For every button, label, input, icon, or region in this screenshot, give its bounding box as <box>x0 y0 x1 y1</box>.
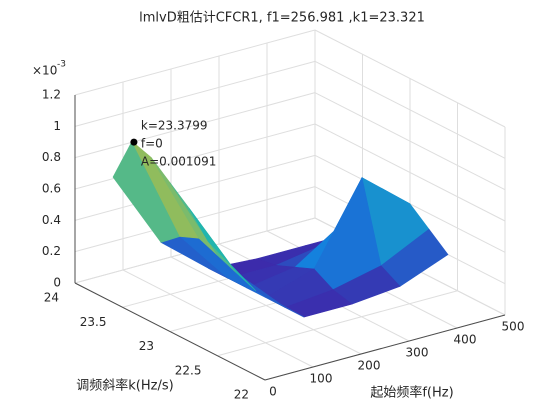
grid-line <box>314 123 506 222</box>
z-tick-label: 0.4 <box>42 213 61 227</box>
x-tick-label: 200 <box>358 359 381 373</box>
y-tick-label: 23.5 <box>80 315 107 329</box>
z-tick-label: 0.6 <box>42 182 61 196</box>
y-axis-label: 调频斜率k(Hz/s) <box>76 378 173 394</box>
grid-line <box>74 60 316 127</box>
grid-line <box>74 154 316 221</box>
y-tick-label: 22.5 <box>175 363 202 377</box>
datatip-label: k=23.3799 <box>141 119 208 133</box>
z-exponent: -3 <box>57 60 66 70</box>
z-tick-label: 1.2 <box>42 88 61 102</box>
z-tick-label: 0.2 <box>42 244 61 258</box>
axis-line <box>74 282 266 381</box>
grid-line <box>74 29 316 96</box>
axis-line <box>264 314 506 381</box>
x-axis-label: 起始频率f(Hz) <box>370 385 453 401</box>
z-tick-label: 0.8 <box>42 150 61 164</box>
grid-line <box>217 290 458 357</box>
datatip-label: f=0 <box>141 137 163 151</box>
z-tick-label: 0 <box>53 276 61 290</box>
datatip-label: A=0.001091 <box>141 155 217 169</box>
grid-line <box>314 60 506 159</box>
x-tick-label: 0 <box>269 385 277 399</box>
y-tick-label: 22 <box>234 388 249 402</box>
grid-line <box>314 92 506 191</box>
z-tick-label: 1 <box>53 119 61 133</box>
z-exponent-base: ×10 <box>32 64 57 78</box>
y-tick-label: 23 <box>139 339 154 353</box>
x-tick-label: 500 <box>502 320 525 334</box>
datatip-marker <box>130 138 138 146</box>
grid-line <box>314 29 506 128</box>
grid-line <box>74 92 316 159</box>
surface-patch <box>188 207 257 292</box>
y-tick-label: 24 <box>44 291 59 305</box>
chart-title: lmlvD粗估计CFCR1, f1=256.981 ,k1=23.321 <box>139 11 425 26</box>
x-tick-label: 300 <box>406 346 429 360</box>
x-tick-label: 400 <box>454 333 477 347</box>
x-tick-label: 100 <box>310 372 333 386</box>
overlay: 01002003004005002222.52323.52400.20.40.6… <box>42 88 525 402</box>
surface <box>112 140 449 318</box>
